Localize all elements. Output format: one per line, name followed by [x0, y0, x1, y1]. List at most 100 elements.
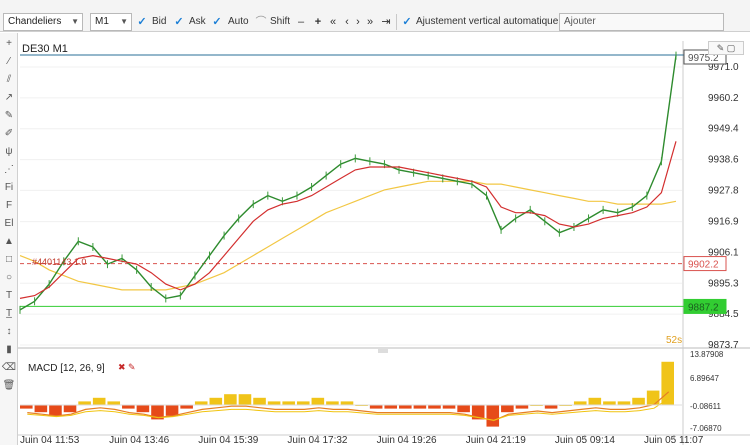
scroll-end-icon[interactable]: ⇥: [381, 16, 391, 28]
elliott-icon[interactable]: El: [4, 218, 14, 229]
ellipse-icon[interactable]: ○: [5, 272, 13, 283]
fork-icon[interactable]: ψ: [5, 146, 13, 157]
macd-bar: [326, 401, 339, 405]
macd-bar: [311, 397, 325, 405]
pane-resize-handle[interactable]: [378, 348, 388, 353]
macd-axis-label: -7.06870: [690, 424, 722, 433]
macd-settings-icon[interactable]: ✖ ✎: [118, 362, 136, 372]
macd-bar: [632, 397, 645, 405]
scroll-right-icon[interactable]: ›: [356, 16, 360, 28]
symbol-label-box: DE30 M1: [18, 41, 118, 57]
macd-bar: [617, 401, 631, 405]
bid-toggle[interactable]: Bid: [152, 16, 167, 27]
macd-bar: [646, 390, 660, 405]
macd-bar: [49, 405, 62, 416]
delete-icon[interactable]: 🗑: [2, 380, 16, 391]
macd-bar: [209, 397, 223, 405]
ask-check-icon[interactable]: ✓: [174, 16, 184, 28]
brush-icon[interactable]: ✐: [4, 128, 14, 139]
y-tick-label: 9884.5: [708, 309, 739, 320]
x-tick-label: Juin 04 11:53: [20, 435, 80, 445]
macd-bar: [428, 405, 441, 409]
macd-label: MACD [12, 26, 9]: [28, 363, 105, 374]
fibonacci-icon[interactable]: Fi: [4, 182, 14, 193]
chart-type-select[interactable]: Chandeliers ▼: [3, 13, 83, 31]
shift-toggle[interactable]: Shift: [270, 16, 291, 27]
auto-check-icon[interactable]: ✓: [212, 16, 222, 28]
macd-bar: [588, 397, 602, 405]
autoscale-toggle[interactable]: Ajustement vertical automatique: [416, 16, 559, 27]
add-indicator-input[interactable]: Ajouter: [559, 13, 724, 31]
macd-bar: [151, 405, 164, 420]
price-marker-label: #4401143 1.0: [32, 257, 87, 267]
macd-bar: [340, 401, 354, 405]
x-tick-label: Juin 04 15:39: [198, 435, 258, 445]
add-indicator-placeholder: Ajouter: [564, 16, 596, 27]
y-tick-label: 9927.8: [708, 185, 739, 196]
macd-axis-label: 6.89647: [690, 374, 719, 383]
y-tick-label: 9971.0: [708, 62, 739, 73]
bid-check-icon[interactable]: ✓: [137, 16, 147, 28]
scroll-left-fast-icon[interactable]: «: [329, 16, 337, 28]
macd-bar: [107, 401, 121, 405]
macd-bar: [20, 405, 33, 409]
bars-icon[interactable]: ▮: [6, 344, 12, 355]
macd-bar: [296, 401, 310, 405]
order-price-tag-box: [683, 256, 727, 272]
price-chart-svg[interactable]: 9971.0 9960.2 9949.4 9938.6 9927.8 9916.9 9906…: [18, 33, 750, 446]
macd-bar: [238, 394, 252, 405]
x-tick-label: Juin 04 19:26: [377, 435, 437, 445]
scroll-right-fast-icon[interactable]: »: [366, 16, 374, 28]
macd-bar: [282, 401, 295, 405]
current-price-tag: 9975.2: [688, 53, 719, 64]
chart-settings-icon[interactable]: ✎ ▢: [708, 41, 744, 55]
y-tick-label: 9960.2: [708, 93, 739, 104]
drawing-tools-sidebar: + ⁄ ⫽ ↗ ✎ ✐ ψ ⋰ Fi F El ▲ □ ○ T T̲ ↕ ▮ ⌫…: [0, 33, 18, 445]
macd-line: [27, 391, 670, 422]
chevron-down-icon: ▼: [120, 17, 128, 26]
macd-bar: [399, 405, 412, 409]
text-tool-icon[interactable]: T: [5, 290, 13, 301]
scroll-left-icon[interactable]: ‹: [345, 16, 349, 28]
y-tick-label: 9916.9: [708, 217, 739, 228]
y-tick-label: 9895.3: [708, 278, 739, 289]
auto-toggle[interactable]: Auto: [228, 16, 249, 27]
shift-icon: ⌒: [255, 16, 267, 28]
pencil-icon[interactable]: ✎: [4, 110, 14, 121]
y-tick-label: 9873.7: [708, 340, 739, 351]
channel-tool-icon[interactable]: ⫽: [6, 74, 12, 85]
line-tool-icon[interactable]: ⁄: [8, 56, 10, 67]
rectangle-icon[interactable]: □: [5, 254, 13, 265]
ray-tool-icon[interactable]: ↗: [4, 92, 14, 103]
macd-bar: [384, 405, 398, 409]
yellow-ma-line: [19, 180, 677, 291]
crosshair-icon[interactable]: +: [6, 38, 12, 49]
macd-bar: [224, 394, 237, 405]
chart-toolbar: Chandeliers ▼ M1 ▼ ✓ Bid ✓ Ask ✓ Auto ⌒ …: [0, 0, 750, 32]
timeframe-select[interactable]: M1 ▼: [90, 13, 132, 31]
macd-bar: [486, 405, 500, 427]
eraser-icon[interactable]: ⌫: [1, 362, 17, 373]
macd-bar: [413, 405, 427, 409]
price-line: [19, 55, 677, 311]
macd-bar: [471, 405, 485, 420]
macd-signal-line: [27, 398, 669, 421]
chart-area[interactable]: 9971.0 9960.2 9949.4 9938.6 9927.8 9916.9 9906…: [18, 33, 750, 446]
red-ma-line: [19, 141, 677, 299]
fib-extension-icon[interactable]: F: [5, 200, 13, 211]
y-tick-label: 9906.1: [708, 247, 739, 258]
autoscale-check-icon[interactable]: ✓: [402, 16, 412, 28]
separator: [396, 14, 397, 30]
order-price-tag: 9902.2: [688, 260, 719, 271]
zoom-in-icon[interactable]: +: [314, 16, 322, 28]
label-tool-icon[interactable]: T̲: [5, 308, 13, 319]
minus-icon[interactable]: –: [297, 16, 305, 28]
macd-bar: [501, 405, 514, 413]
arrow-tool-icon[interactable]: ↕: [6, 326, 12, 337]
gann-icon[interactable]: ⋰: [4, 164, 14, 175]
triangle-icon[interactable]: ▲: [4, 236, 14, 247]
macd-bar: [194, 401, 208, 405]
macd-axis-label: 13.87908: [690, 350, 724, 359]
ask-toggle[interactable]: Ask: [189, 16, 206, 27]
green-price-tag-box: [683, 298, 727, 314]
